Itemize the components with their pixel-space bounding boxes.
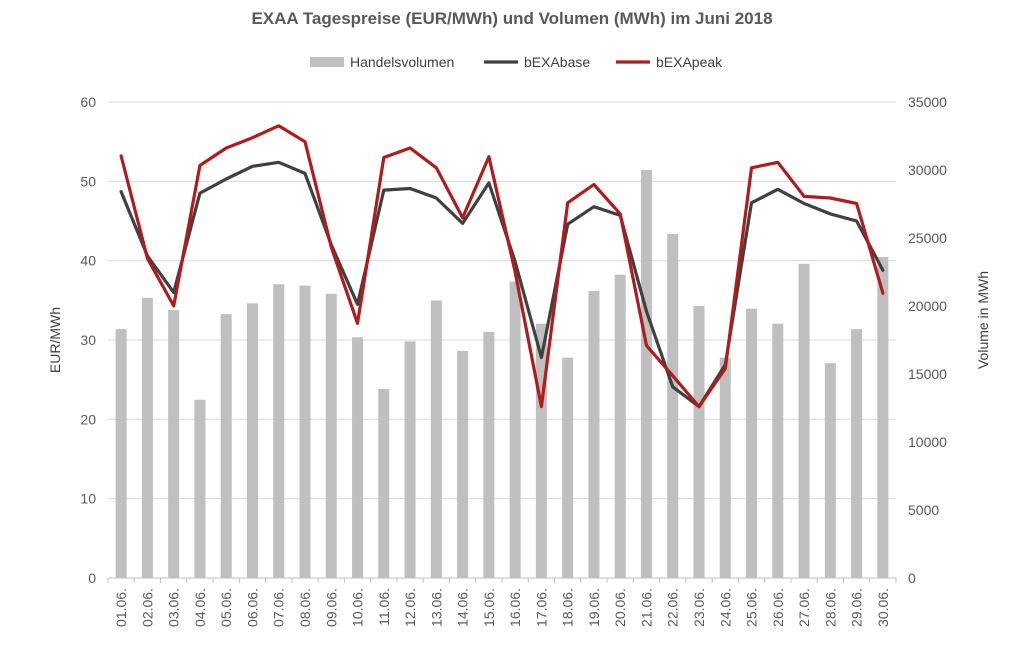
- left-axis-label: EUR/MWh: [47, 307, 63, 373]
- x-tick-label: 14.06.: [455, 588, 471, 627]
- x-tick-label: 11.06.: [376, 588, 392, 626]
- x-tick-label: 08.06.: [297, 588, 313, 627]
- right-tick-label: 20000: [908, 298, 947, 314]
- volume-bar: [746, 308, 758, 578]
- right-tick-label: 0: [908, 570, 916, 586]
- x-tick-label: 09.06.: [323, 588, 339, 627]
- x-tick-label: 15.06.: [481, 588, 497, 627]
- x-tick-label: 05.06.: [218, 588, 234, 627]
- volume-bar: [430, 300, 442, 578]
- volume-bar: [667, 233, 679, 579]
- left-tick-label: 20: [80, 411, 96, 427]
- right-tick-label: 35000: [908, 94, 947, 110]
- left-tick-label: 0: [88, 570, 96, 586]
- left-axis: 0 10 20 30 40 50 60: [80, 94, 96, 586]
- right-tick-label: 25000: [908, 230, 947, 246]
- line-series-group: [119, 124, 885, 409]
- volume-bar: [299, 285, 311, 578]
- volume-bar: [640, 170, 652, 578]
- left-tick-label: 50: [80, 173, 96, 189]
- x-tick-label: 30.06.: [875, 588, 891, 627]
- volume-bar: [877, 257, 889, 578]
- x-tick-label: 06.06.: [244, 588, 260, 627]
- x-tick-label: 17.06.: [533, 588, 549, 627]
- x-tick-label: 29.06.: [849, 588, 865, 627]
- volume-bar: [378, 388, 390, 578]
- x-tick-label: 02.06.: [139, 588, 155, 627]
- volume-bar: [483, 331, 495, 578]
- volume-bar: [168, 310, 180, 578]
- volume-bar: [824, 363, 836, 578]
- volume-bar: [719, 357, 731, 578]
- volume-bar: [404, 341, 416, 578]
- volume-bar: [115, 329, 127, 578]
- x-tick-label: 16.06.: [507, 588, 523, 627]
- bar-series-group: [115, 170, 889, 579]
- x-tick-label: 13.06.: [428, 588, 444, 627]
- right-tick-label: 5000: [908, 502, 939, 518]
- volume-bar: [588, 291, 600, 578]
- volume-bar: [509, 281, 521, 578]
- x-tick-label: 03.06.: [166, 588, 182, 627]
- volume-bar: [352, 337, 364, 578]
- legend: Handelsvolumen bEXAbase bEXApeak: [310, 54, 723, 70]
- legend-label: Handelsvolumen: [350, 54, 454, 70]
- volume-bar: [457, 350, 469, 578]
- x-tick-label: 07.06.: [271, 588, 287, 627]
- x-tick-label: 20.06.: [612, 588, 628, 627]
- volume-bar: [798, 263, 810, 578]
- left-tick-label: 30: [80, 332, 96, 348]
- x-tick-label: 18.06.: [560, 588, 576, 627]
- volume-bar: [851, 329, 863, 578]
- right-tick-label: 10000: [908, 434, 947, 450]
- chart-title: EXAA Tagespreise (EUR/MWh) und Volumen (…: [251, 9, 772, 28]
- x-tick-label: 27.06.: [796, 588, 812, 627]
- x-tick-label: 21.06.: [638, 588, 654, 627]
- right-axis: 0 5000 10000 15000 20000 25000 30000 35000: [908, 94, 947, 586]
- volume-bar: [220, 314, 232, 578]
- volume-bar: [194, 399, 206, 578]
- volume-bar: [246, 303, 258, 578]
- volume-bar: [325, 293, 337, 578]
- left-tick-label: 60: [80, 94, 96, 110]
- right-tick-label: 15000: [908, 366, 947, 382]
- x-tick-label: 19.06.: [586, 588, 602, 627]
- right-tick-label: 30000: [908, 162, 947, 178]
- volume-bar: [562, 357, 574, 578]
- bEXAbase-line: [119, 160, 885, 409]
- x-tick-label: 04.06.: [192, 588, 208, 627]
- volume-bar: [273, 284, 285, 578]
- right-axis-label: Volume in MWh: [975, 271, 991, 369]
- x-axis: 01.06. 02.06. 03.06. 04.06. 05.06. 06.06. 07.0…: [107, 578, 897, 627]
- x-tick-label: 28.06.: [822, 588, 838, 627]
- volume-bar: [772, 323, 784, 578]
- x-tick-label: 26.06.: [770, 588, 786, 627]
- legend-label: bEXApeak: [656, 54, 723, 70]
- volume-bar: [141, 297, 153, 578]
- legend-label: bEXAbase: [524, 54, 590, 70]
- x-tick-label: 01.06.: [113, 588, 129, 627]
- bEXApeak-line: [119, 124, 885, 409]
- legend-swatch-bar: [310, 57, 344, 67]
- x-tick-label: 25.06.: [744, 588, 760, 627]
- x-tick-label: 22.06.: [665, 588, 681, 627]
- x-tick-label: 24.06.: [717, 588, 733, 627]
- volume-bar: [535, 323, 547, 578]
- volume-bar: [693, 306, 705, 578]
- x-tick-label: 12.06.: [402, 588, 418, 627]
- left-tick-label: 40: [80, 253, 96, 269]
- x-tick-label: 10.06.: [350, 588, 366, 627]
- volume-bar: [614, 274, 626, 578]
- x-tick-label: 23.06.: [691, 588, 707, 627]
- left-tick-label: 10: [80, 491, 96, 507]
